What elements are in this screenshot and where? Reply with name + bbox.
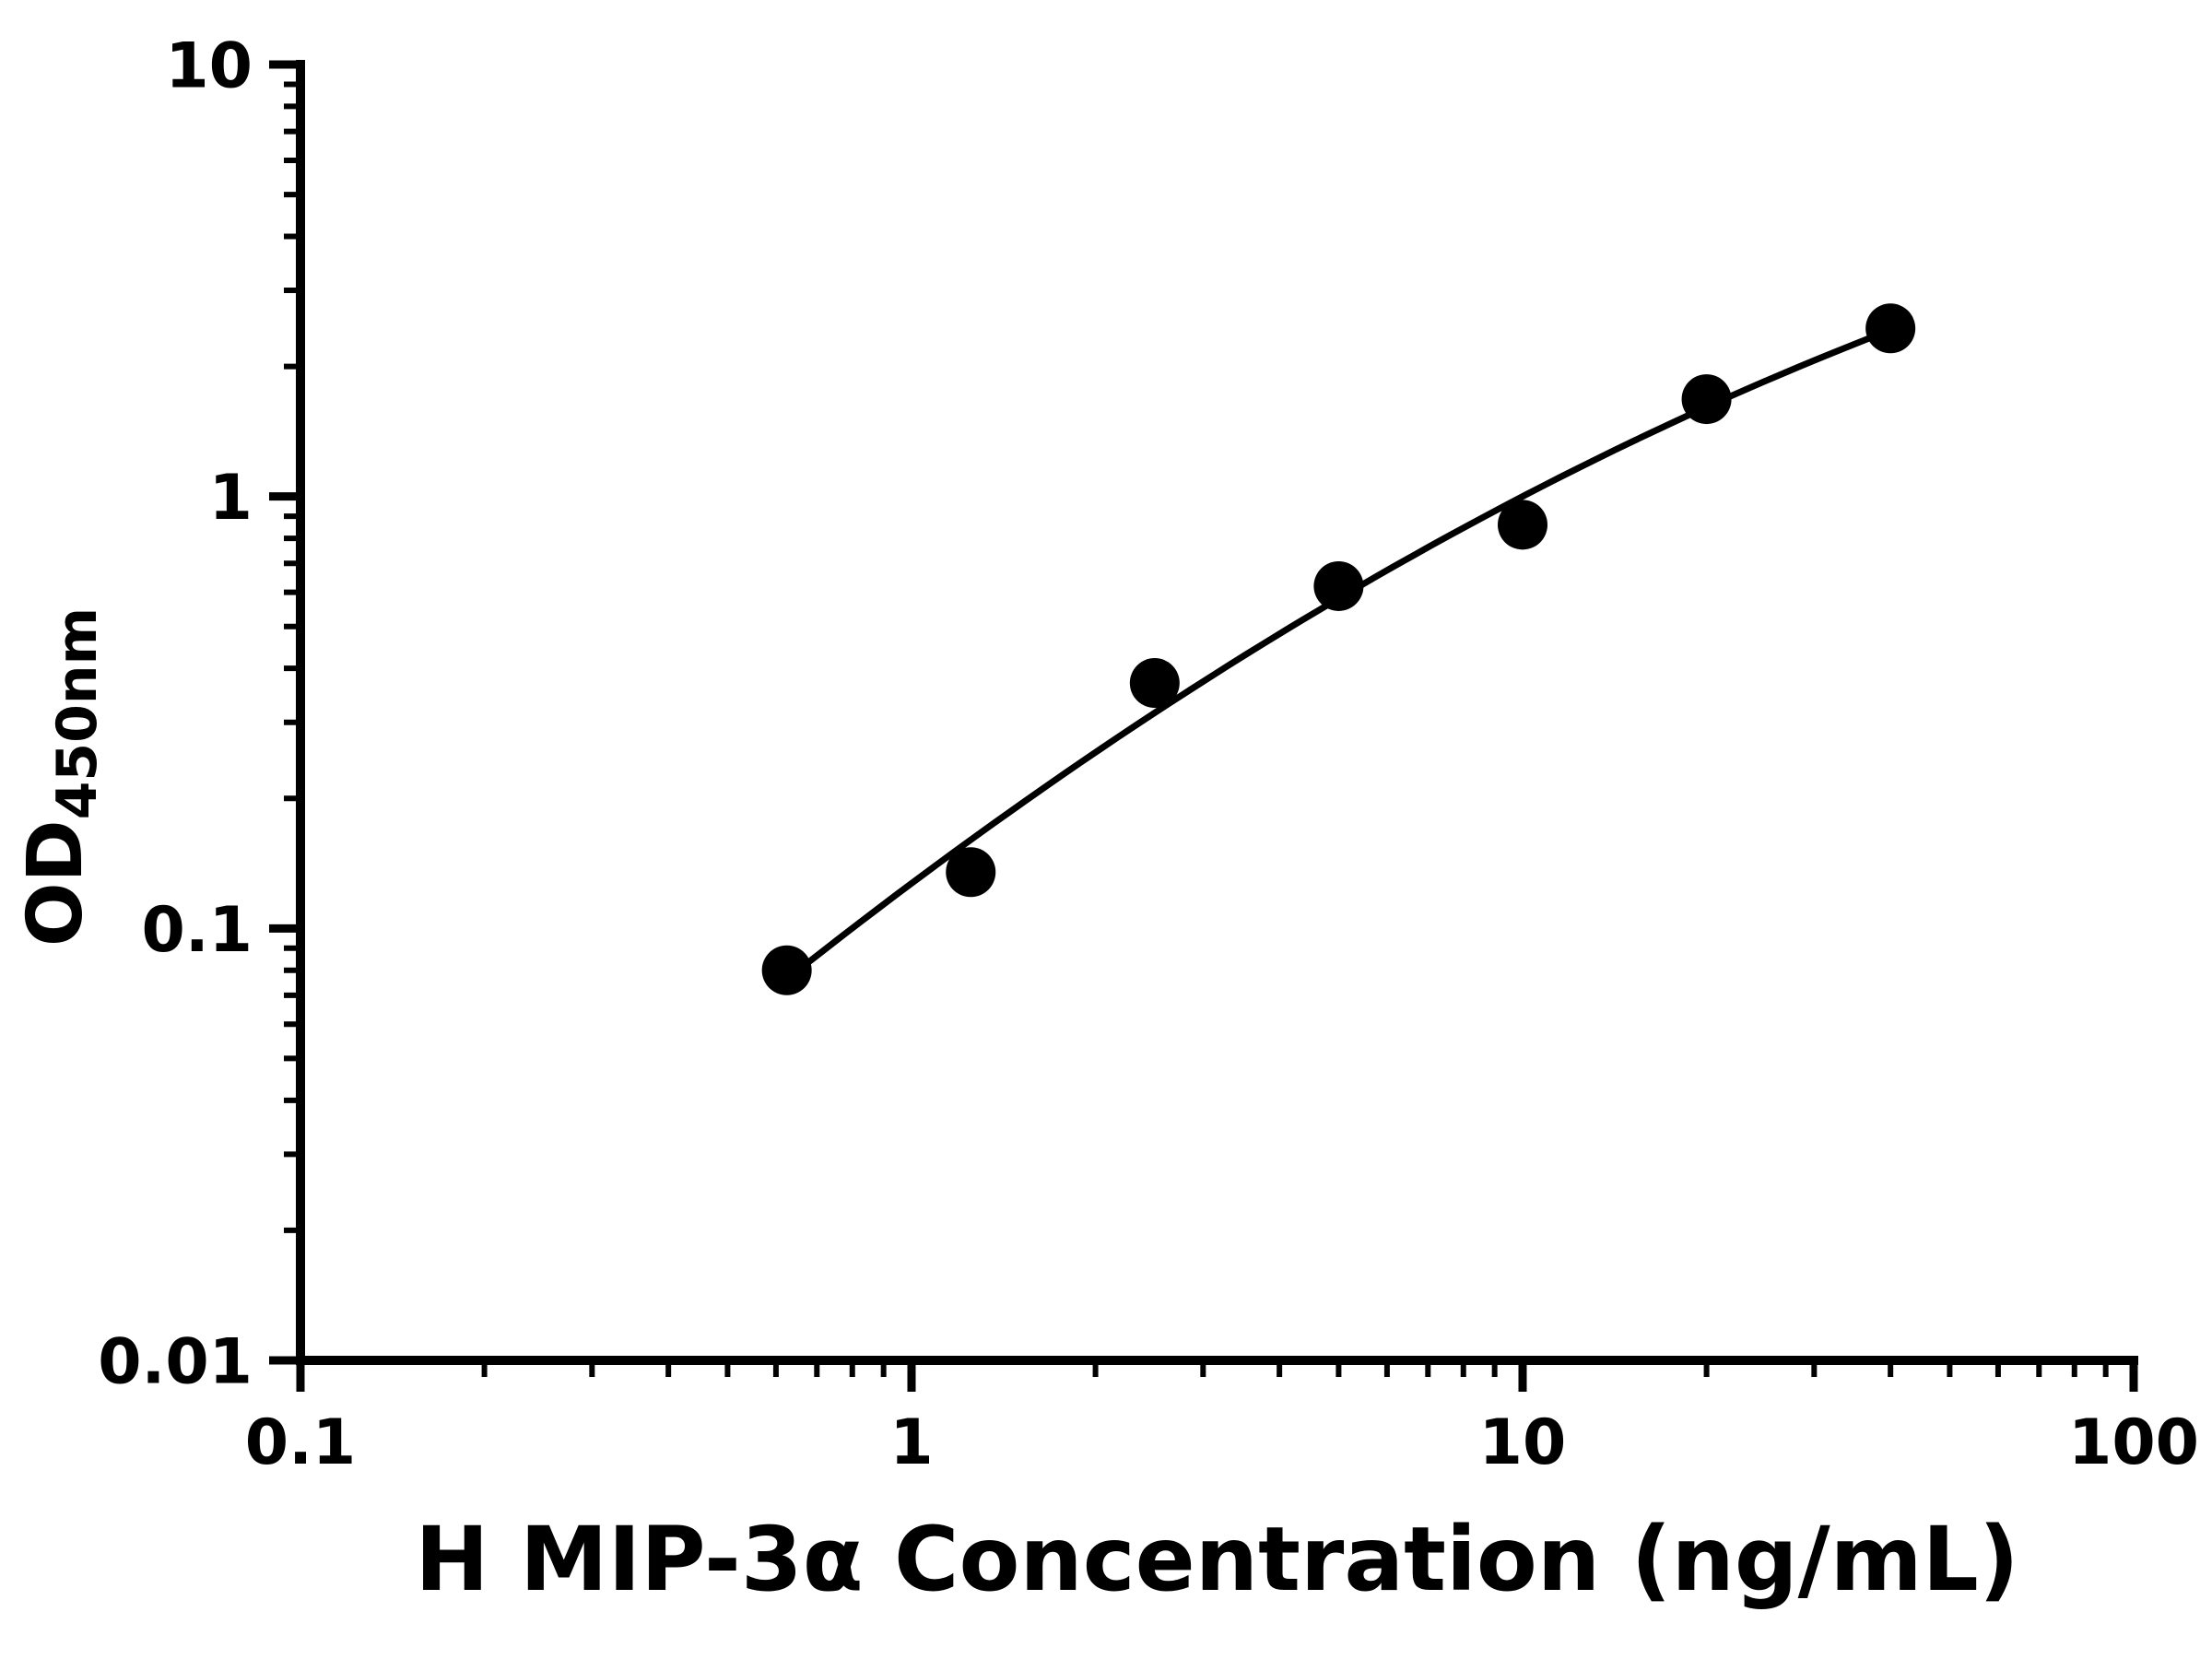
data-point [1129, 658, 1180, 709]
axis-spines [296, 60, 2138, 1365]
y-axis-title-subscript: 450nm [45, 607, 110, 819]
x-axis-tick-label: 10 [1479, 1406, 1567, 1479]
y-axis-title: OD450nm [12, 607, 110, 947]
data-point [946, 847, 996, 898]
y-axis-tick-label: 1 [209, 462, 253, 535]
data-point [761, 945, 812, 995]
y-axis-tick-label: 0.1 [142, 894, 253, 967]
data-point [1865, 303, 1916, 354]
y-axis-tick-label: 0.01 [98, 1325, 253, 1398]
data-point [1313, 560, 1364, 611]
x-axis-tick-label: 100 [2068, 1406, 2199, 1479]
x-axis-title: H MIP-3α Concentration (ng/mL) [415, 1508, 2018, 1611]
data-point [1498, 500, 1547, 550]
y-axis-tick-label: 10 [165, 29, 253, 102]
data-point [1681, 374, 1732, 425]
x-axis-tick-label: 1 [889, 1406, 933, 1479]
y-axis-title-main: OD [12, 819, 100, 947]
x-axis-tick-label: 0.1 [245, 1406, 356, 1479]
